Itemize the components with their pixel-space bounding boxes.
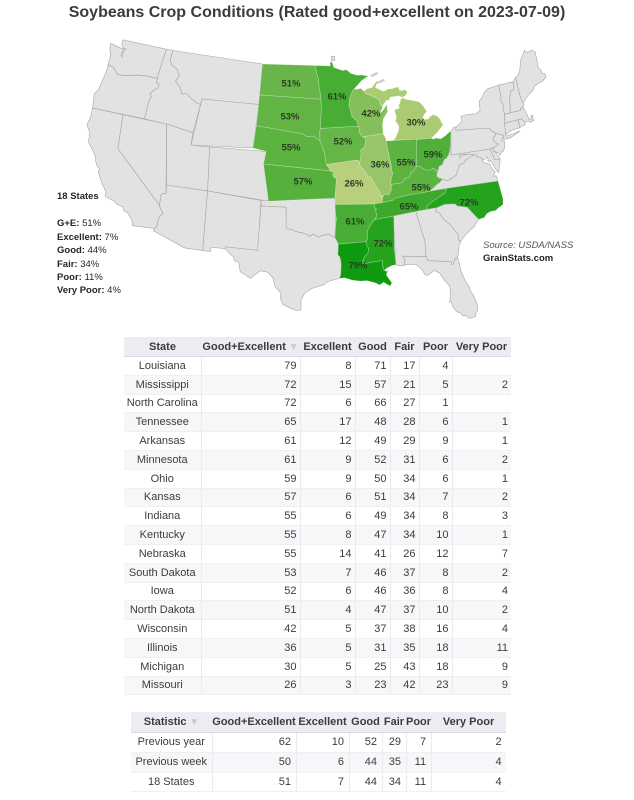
svg-text:72%: 72% — [459, 198, 479, 209]
svg-text:79%: 79% — [348, 261, 368, 272]
svg-text:55%: 55% — [396, 158, 416, 169]
svg-text:51%: 51% — [281, 79, 301, 90]
svg-text:55%: 55% — [411, 183, 431, 194]
svg-text:59%: 59% — [423, 150, 443, 161]
svg-text:57%: 57% — [293, 177, 313, 188]
svg-text:30%: 30% — [406, 118, 426, 129]
svg-text:52%: 52% — [333, 137, 353, 148]
svg-text:55%: 55% — [281, 143, 301, 154]
svg-text:26%: 26% — [344, 179, 364, 190]
svg-text:61%: 61% — [345, 217, 365, 228]
svg-text:36%: 36% — [370, 160, 390, 171]
svg-text:61%: 61% — [327, 92, 347, 103]
svg-text:72%: 72% — [373, 239, 393, 250]
svg-text:65%: 65% — [399, 202, 419, 213]
svg-text:42%: 42% — [361, 109, 381, 120]
svg-text:53%: 53% — [280, 112, 300, 123]
